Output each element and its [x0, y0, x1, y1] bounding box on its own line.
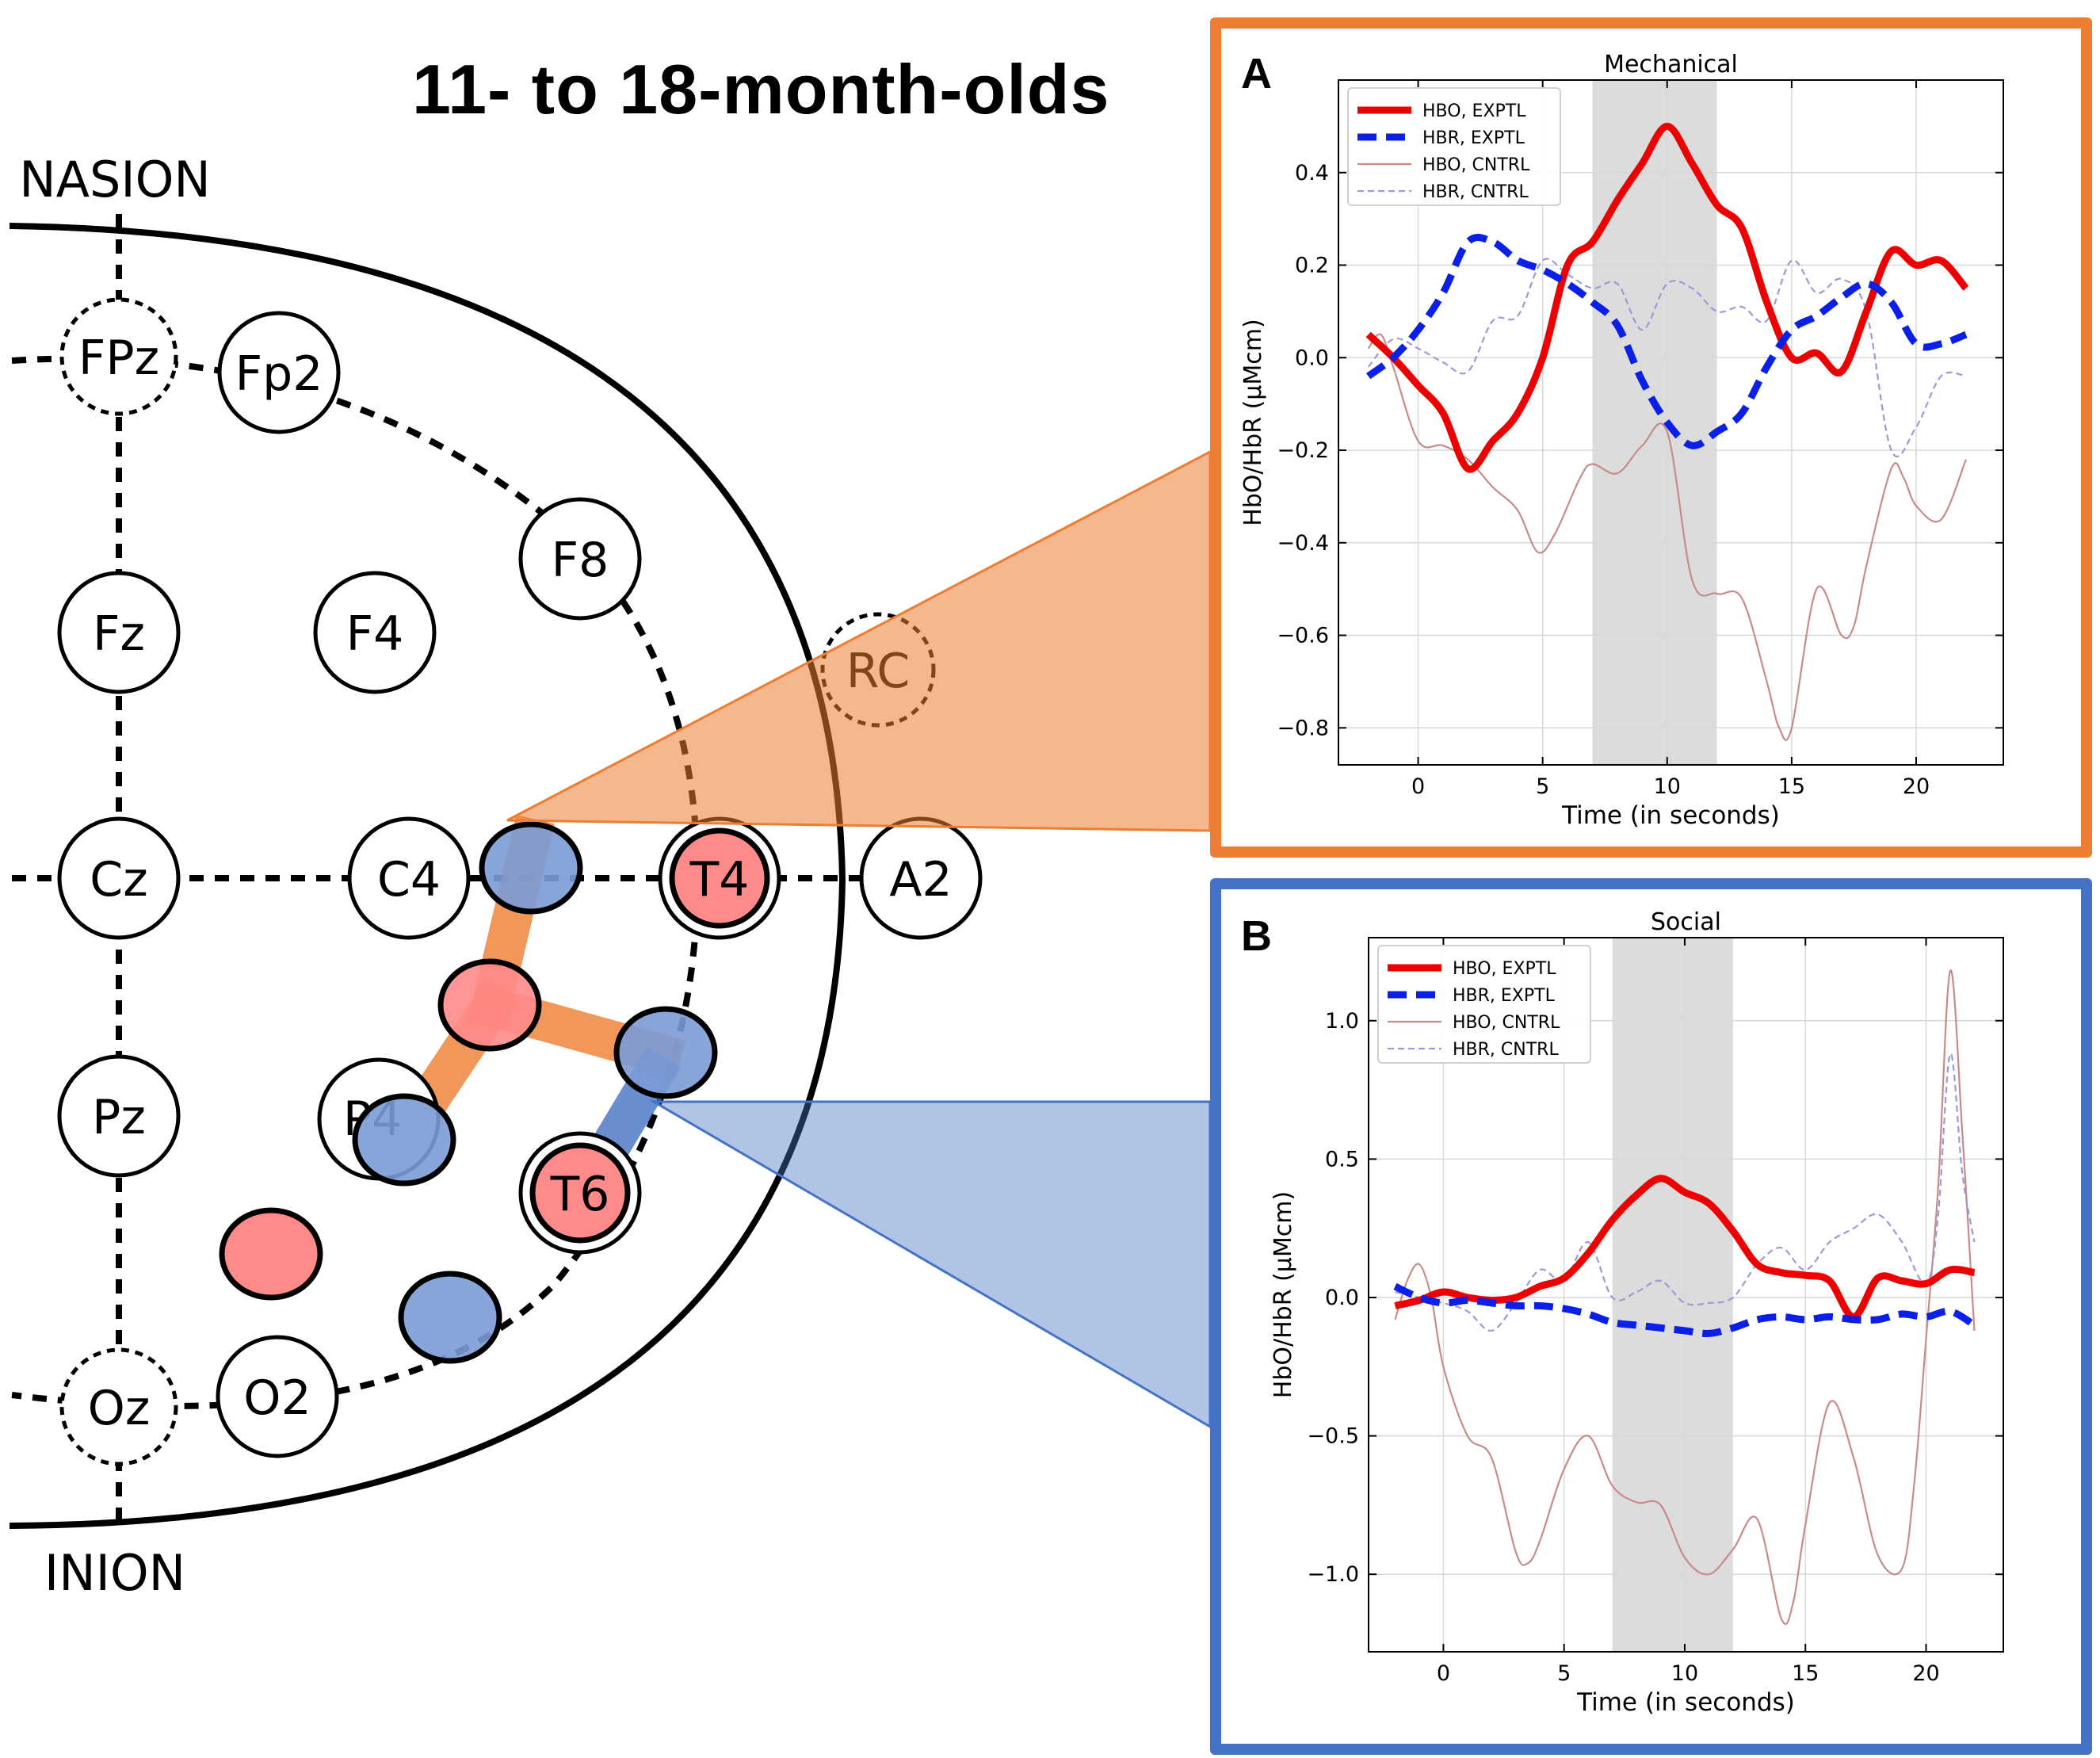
svg-text:F8: F8: [552, 533, 609, 588]
electrode-cz: Cz: [57, 816, 181, 940]
x-tick-label: 10: [1654, 774, 1681, 799]
svg-text:T6: T6: [550, 1167, 610, 1222]
x-tick-label: 20: [1912, 1661, 1939, 1686]
series-line-hbo-cntrl: [1367, 333, 1967, 741]
optodes: [219, 821, 718, 1364]
svg-text:Oz: Oz: [88, 1381, 151, 1436]
chart-social: 0 5 10 15 20 −1.0 −0.5 0.0 0.5 1.0 Social Time (in …: [1270, 908, 2004, 1717]
svg-text:A2: A2: [889, 852, 952, 908]
y-tick-label: −0.6: [1277, 624, 1329, 648]
axes-frame: [1338, 79, 2004, 766]
electrode-t4: T4: [658, 816, 781, 940]
chart-title: Social: [1651, 908, 1721, 936]
panel-label-b: B: [1241, 912, 1272, 960]
y-tick-label: 0.0: [1325, 1286, 1359, 1310]
legend-box: [1377, 945, 1591, 1064]
detector-optode: [613, 1006, 718, 1099]
y-tick-label: 0.4: [1295, 161, 1329, 185]
y-tick-label: −0.8: [1277, 716, 1329, 740]
electrode-montage: NASION INION FPz Fp2 F8 Fz F4 RC Cz C4 T…: [9, 151, 1212, 1602]
electrode-t6: T6: [518, 1131, 642, 1255]
figure-title: 11- to 18-month-olds: [412, 50, 1110, 128]
series-line-hbr-cntrl: [1395, 1053, 1976, 1332]
electrodes: FPz Fp2 F8 Fz F4 RC Cz C4 T4 A2 Pz P4 T6…: [57, 297, 983, 1466]
x-axis-label: Time (in seconds): [1576, 1688, 1795, 1717]
x-tick-label: 0: [1437, 1661, 1450, 1686]
svg-text:Cz: Cz: [90, 852, 147, 908]
electrode-fp2: Fp2: [217, 311, 341, 434]
series-group: [1365, 122, 1969, 741]
social-zoom-wedge: [649, 1100, 1212, 1429]
x-axis-label: Time (in seconds): [1561, 801, 1780, 830]
legend-label: HBR, CNTRL: [1422, 182, 1529, 202]
electrode-f8: F8: [518, 497, 642, 621]
y-axis-label: HbO/HbR (μMcm): [1239, 319, 1267, 525]
series-line-hbo-exptl: [1365, 122, 1969, 473]
chart-title: Mechanical: [1604, 51, 1738, 78]
electrode-fpz: FPz: [59, 297, 178, 416]
svg-text:Fz: Fz: [93, 606, 145, 662]
electrode-c4: C4: [347, 816, 471, 940]
svg-text:F4: F4: [346, 606, 404, 662]
x-tick-label: 5: [1557, 1661, 1571, 1686]
legend-label: HBO, EXPTL: [1422, 101, 1526, 121]
electrode-oz: Oz: [59, 1347, 178, 1466]
source-optode: [437, 958, 542, 1052]
y-tick-label: 1.0: [1325, 1009, 1359, 1034]
y-tick-label: −0.2: [1277, 438, 1329, 463]
legend-label: HBO, EXPTL: [1453, 959, 1556, 979]
svg-text:FPz: FPz: [78, 331, 159, 386]
nasion-label: NASION: [19, 151, 211, 208]
y-tick-label: −0.5: [1307, 1424, 1359, 1449]
detector-optode: [398, 1271, 502, 1364]
detector-optode: [479, 821, 583, 915]
series-line-hbo-cntrl: [1394, 969, 1976, 1626]
y-axis-label: HbO/HbR (μMcm): [1270, 1191, 1297, 1398]
x-tick-label: 20: [1903, 774, 1930, 799]
legend-label: HBO, CNTRL: [1422, 155, 1530, 175]
x-tick-label: 0: [1411, 774, 1425, 799]
svg-text:Fp2: Fp2: [235, 346, 323, 402]
y-tick-label: 0.2: [1295, 254, 1329, 278]
electrode-f4: F4: [313, 571, 437, 694]
legend-label: HBO, CNTRL: [1453, 1013, 1560, 1033]
inion-label: INION: [44, 1544, 185, 1602]
legend-label: HBR, CNTRL: [1453, 1040, 1559, 1060]
legend-label: HBR, EXPTL: [1453, 986, 1556, 1006]
svg-text:O2: O2: [243, 1370, 311, 1426]
legend-box: [1347, 87, 1561, 206]
series-line-hbr-exptl: [1366, 234, 1968, 449]
axes-frame: [1368, 937, 2004, 1653]
svg-text:Pz: Pz: [92, 1090, 146, 1145]
electrode-a2: A2: [859, 816, 983, 940]
x-tick-label: 15: [1792, 1661, 1819, 1686]
legend-label: HBR, EXPTL: [1422, 128, 1525, 148]
electrode-fz: Fz: [57, 571, 181, 694]
y-tick-label: −0.4: [1277, 531, 1329, 556]
x-tick-label: 15: [1778, 774, 1805, 799]
detector-optode: [352, 1093, 456, 1187]
y-tick-label: −1.0: [1307, 1562, 1359, 1587]
svg-text:T4: T4: [689, 852, 750, 908]
series-line-hbr-exptl: [1393, 1282, 1976, 1337]
electrode-o2: O2: [216, 1335, 339, 1458]
source-optode: [219, 1207, 323, 1301]
head-outline: [9, 223, 846, 1529]
y-tick-label: 0.5: [1325, 1147, 1359, 1171]
panel-label-a: A: [1241, 50, 1272, 97]
y-tick-label: 0.0: [1295, 346, 1329, 370]
series-group: [1393, 969, 1976, 1626]
x-tick-label: 5: [1536, 774, 1549, 799]
stimulus-shading: [1592, 80, 1717, 765]
x-tick-label: 10: [1671, 1661, 1698, 1686]
chart-mechanical: 0 5 10 15 20 −0.8 −0.6 −0.4 −0.2 0.0 0.2 0.4 Mechani…: [1239, 51, 2004, 830]
electrode-pz: Pz: [57, 1054, 181, 1178]
svg-text:C4: C4: [377, 852, 441, 908]
